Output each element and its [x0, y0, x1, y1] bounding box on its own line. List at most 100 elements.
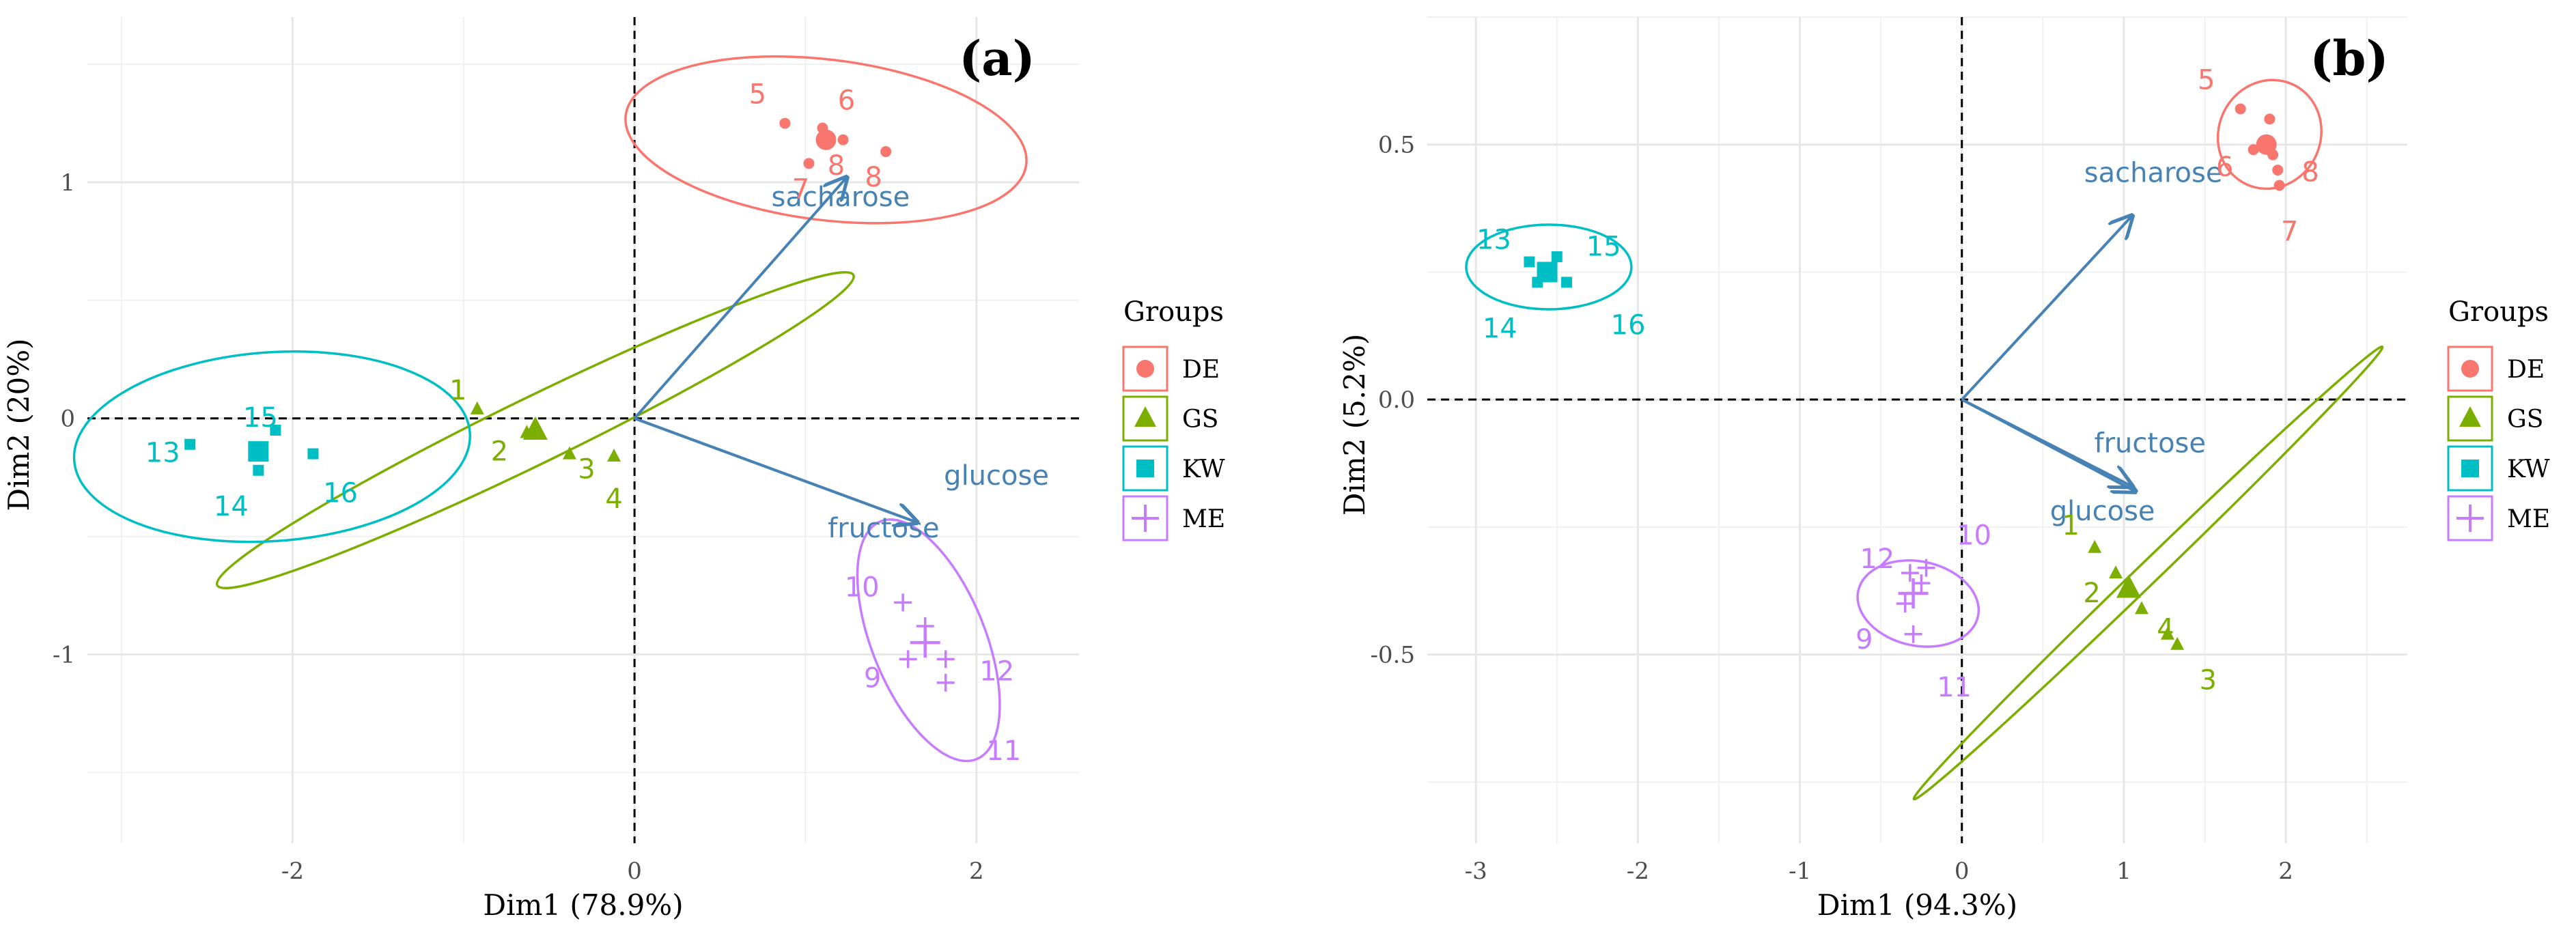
point-label-kw: 16	[323, 478, 358, 509]
centroid-me	[910, 627, 940, 658]
legend: Groups DE GS KW ME	[2447, 296, 2550, 541]
y-tick-label: -1	[53, 641, 75, 668]
point-label-gs: 4	[605, 483, 622, 515]
point-label-de: 7	[2281, 216, 2298, 247]
point-label-kw: 15	[1586, 231, 1621, 262]
y-tick-label: -0.5	[1370, 642, 1415, 669]
centroid-de	[2256, 134, 2277, 155]
legend-marker	[1134, 406, 1156, 427]
variable-label-sacharose: sacharose	[2084, 157, 2223, 188]
legend-label-gs: GS	[1182, 406, 1218, 434]
point-gs	[2088, 539, 2102, 553]
x-tick-label: 2	[2278, 858, 2293, 885]
ellipse-gs	[215, 270, 855, 590]
point-label-me: 10	[1957, 520, 1991, 552]
point-label-de: 8	[828, 150, 845, 182]
legend-label-de: DE	[2507, 356, 2545, 384]
point-label-gs: 1	[2062, 510, 2079, 541]
legend-label-de: DE	[1182, 356, 1220, 384]
point-me	[1917, 559, 1935, 577]
point-label-me: 9	[1856, 624, 1873, 655]
point-label-de: 6	[2216, 152, 2233, 183]
point-kw	[307, 448, 319, 460]
ellipse-de	[2216, 79, 2323, 191]
legend-title: Groups	[2448, 296, 2549, 328]
x-axis-label: Dim1 (78.9%)	[483, 888, 683, 922]
plot-background	[1427, 17, 2407, 843]
point-label-me: 11	[986, 735, 1021, 767]
point-label-kw: 13	[145, 438, 180, 469]
centroid-me	[1898, 578, 1929, 609]
ellipse-de	[624, 55, 1028, 225]
point-me	[1896, 594, 1914, 612]
point-label-kw: 15	[243, 402, 278, 434]
point-de	[2248, 144, 2259, 156]
variable-arrow-sacharose	[633, 178, 846, 420]
point-de	[2235, 103, 2246, 115]
point-gs	[2160, 626, 2174, 640]
legend-label-kw: KW	[2507, 455, 2550, 483]
point-label-kw: 14	[214, 491, 249, 522]
x-tick-label: 1	[2116, 858, 2131, 885]
point-label-de: 5	[2198, 64, 2215, 96]
point-gs	[607, 449, 621, 462]
legend-title: Groups	[1123, 296, 1224, 328]
point-kw	[1560, 277, 1572, 288]
point-me	[1904, 625, 1922, 643]
point-kw	[1524, 256, 1535, 268]
point-label-de: 6	[838, 85, 855, 116]
point-de	[880, 146, 892, 158]
point-label-gs: 4	[2157, 613, 2174, 645]
point-de	[779, 117, 791, 129]
x-axis-label: Dim1 (94.3%)	[1817, 888, 2017, 922]
point-me	[1901, 564, 1919, 582]
x-tick-label: -1	[1789, 858, 1811, 885]
point-label-de: 5	[749, 79, 766, 111]
ellipse-kw	[1465, 223, 1633, 311]
point-label-gs: 2	[491, 436, 508, 467]
ellipse-me	[856, 518, 1001, 763]
x-tick-label: -2	[1627, 858, 1649, 885]
legend-label-me: ME	[2507, 505, 2550, 533]
plot-background	[87, 17, 1079, 843]
variable-arrow-sacharose	[1961, 216, 2132, 401]
point-de	[2264, 113, 2276, 125]
point-gs	[2109, 565, 2123, 579]
point-label-gs: 3	[578, 454, 595, 485]
point-label-kw: 16	[1611, 309, 1646, 341]
point-label-de: 7	[792, 173, 809, 205]
point-gs	[2135, 601, 2149, 615]
point-me	[936, 650, 955, 668]
variable-label-fructose: fructose	[828, 513, 939, 544]
y-tick-label: 0.0	[1378, 386, 1415, 414]
point-kw	[1551, 251, 1563, 263]
point-gs	[562, 446, 576, 460]
legend-label-kw: KW	[1182, 455, 1225, 483]
panel-label: (b)	[2310, 30, 2388, 87]
y-tick-label: 0	[60, 406, 75, 433]
variable-label-sacharose: sacharose	[772, 182, 910, 213]
legend-label-gs: GS	[2507, 406, 2543, 434]
point-label-me: 10	[845, 572, 880, 603]
legend-marker	[1136, 360, 1154, 378]
point-gs	[470, 401, 484, 414]
point-de	[803, 158, 815, 169]
point-label-de: 8	[865, 162, 882, 193]
y-tick-label: 0.5	[1378, 132, 1415, 159]
point-me	[936, 673, 955, 692]
point-me	[894, 593, 912, 612]
legend-marker	[2461, 360, 2479, 378]
ellipse-gs	[1912, 345, 2384, 801]
ellipse-kw	[72, 350, 471, 544]
legend-marker	[2461, 460, 2479, 477]
centroid-gs	[2116, 574, 2142, 598]
point-me	[1912, 574, 1931, 593]
centroid-kw	[1537, 262, 1558, 283]
y-axis-label: Dim2 (20%)	[2, 338, 36, 511]
x-tick-label: -3	[1465, 858, 1487, 885]
legend-marker	[2459, 406, 2481, 427]
point-label-gs: 2	[2083, 578, 2100, 609]
y-tick-label: 1	[60, 169, 75, 197]
